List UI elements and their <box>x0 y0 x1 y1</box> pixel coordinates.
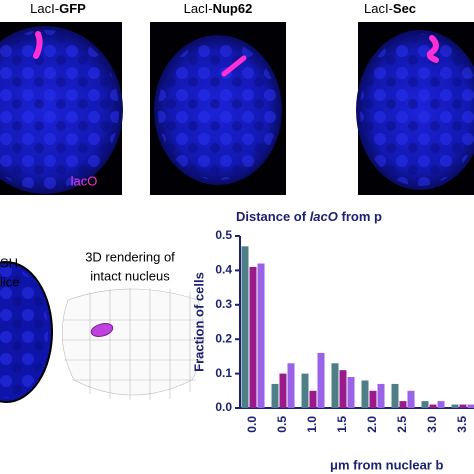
bar <box>421 401 429 408</box>
bar <box>339 370 347 408</box>
bar <box>377 383 385 408</box>
x-tick-label: 2.5 <box>395 416 409 433</box>
x-tick-label: 1.5 <box>335 416 349 433</box>
bar <box>309 390 317 408</box>
bar <box>437 401 445 408</box>
bar <box>407 390 415 408</box>
bar <box>467 404 474 408</box>
bar <box>301 373 309 408</box>
bar <box>347 377 355 408</box>
bar <box>271 383 279 408</box>
x-tick-label: 0.0 <box>245 416 259 433</box>
x-tick-label: 2.0 <box>365 416 379 433</box>
y-tick-label: 0.3 <box>215 297 232 311</box>
bar <box>369 390 377 408</box>
title-part: Distance of <box>236 209 310 224</box>
bar <box>257 263 265 408</box>
title-part: from p <box>338 209 382 224</box>
panel-prefix: LacI- <box>30 1 59 16</box>
bar <box>279 373 287 408</box>
micrograph-gfp <box>0 22 123 195</box>
fish-label: lice <box>0 274 20 289</box>
panel-prefix: LacI- <box>364 1 393 16</box>
y-tick-label: 0.0 <box>215 400 232 414</box>
x-tick-label: 3.0 <box>425 416 439 433</box>
y-axis-label: Fraction of cells <box>191 272 206 372</box>
bar <box>459 404 467 408</box>
bar <box>317 352 325 408</box>
y-tick-label: 0.5 <box>215 228 232 242</box>
chart-title: Distance of lacO from p <box>236 209 382 224</box>
plot: 0.0 0.1 0.2 0.3 0.4 0.5 0.0 0.5 1.0 1.5 2.0 2.5 3.0 3… <box>215 228 474 433</box>
bar <box>391 383 399 408</box>
x-tick-label: 0.5 <box>275 416 289 433</box>
panel-label: LacI-Nup62 <box>184 1 253 16</box>
panel-prefix: LacI- <box>184 1 213 16</box>
panel-label: LacI-Sec <box>364 1 416 16</box>
bar <box>429 404 437 408</box>
channel-label: lacO <box>71 173 98 188</box>
rendering-label: intact nucleus <box>90 268 170 283</box>
bar <box>287 363 295 408</box>
title-part: lacO <box>310 209 338 224</box>
bar <box>241 246 249 408</box>
bar <box>361 380 369 408</box>
bar <box>399 401 407 408</box>
x-tick-label: 3.5 <box>455 416 469 433</box>
x-axis-label: μm from nuclear b <box>330 457 443 472</box>
rendering-label: 3D rendering of <box>85 249 175 264</box>
nucleus-rendering <box>61 288 206 400</box>
bar <box>331 363 339 408</box>
panel-name: Sec <box>393 1 416 16</box>
bar <box>249 266 257 408</box>
panel-label: LacI-GFP <box>30 1 86 16</box>
panel-name: GFP <box>59 1 86 16</box>
y-tick-label: 0.2 <box>215 331 232 345</box>
bar <box>451 404 459 408</box>
micrograph-nup62 <box>150 22 286 195</box>
x-tick-label: 1.0 <box>305 416 319 433</box>
micrograph-sec <box>356 22 474 195</box>
y-tick-label: 0.1 <box>215 366 232 380</box>
panel-name: Nup62 <box>213 1 253 16</box>
fish-label: SH <box>0 255 18 270</box>
y-tick-label: 0.4 <box>215 263 232 277</box>
fish-slice <box>0 261 53 403</box>
